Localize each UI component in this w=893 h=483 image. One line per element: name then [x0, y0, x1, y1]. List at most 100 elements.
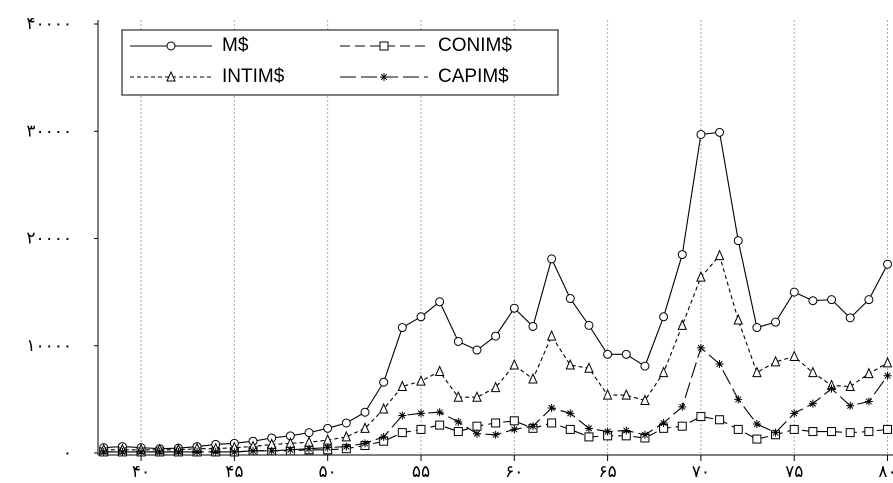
marker [808, 366, 818, 378]
marker [584, 362, 594, 373]
marker [509, 303, 519, 313]
marker [166, 70, 176, 82]
marker [416, 409, 425, 418]
marker [789, 287, 799, 297]
marker [696, 412, 706, 422]
marker [193, 447, 202, 456]
marker [584, 424, 593, 433]
legend-label: INTIM$ [222, 66, 285, 87]
x-tick-label: ۷۰ [692, 462, 710, 482]
marker [397, 380, 408, 392]
marker [621, 349, 631, 359]
marker [864, 295, 874, 305]
marker [827, 295, 837, 305]
marker [341, 418, 351, 428]
x-tick-label: ۶۵ [598, 462, 616, 482]
marker [379, 432, 388, 441]
marker [453, 390, 464, 402]
marker [789, 350, 799, 361]
marker [808, 296, 818, 306]
marker [341, 430, 352, 442]
marker [752, 420, 761, 429]
marker [678, 402, 687, 411]
marker [827, 427, 837, 437]
marker [472, 390, 482, 402]
marker [528, 372, 538, 384]
marker [771, 317, 781, 327]
y-tick-label: ۰ [63, 443, 72, 463]
marker [137, 447, 146, 456]
legend-label: CAPIM$ [438, 66, 509, 87]
marker [603, 427, 612, 436]
marker [155, 447, 164, 456]
marker [715, 127, 725, 137]
legend-box [121, 29, 559, 96]
marker [696, 129, 706, 139]
marker [249, 446, 258, 455]
marker [491, 331, 501, 341]
marker [490, 381, 501, 393]
marker [677, 250, 687, 260]
marker [846, 401, 855, 410]
x-tick-label: ۶۰ [505, 462, 523, 482]
marker [379, 377, 389, 387]
marker [864, 427, 874, 437]
marker [715, 359, 724, 368]
marker [565, 424, 575, 434]
marker [752, 323, 762, 333]
marker [566, 409, 575, 418]
marker [864, 367, 874, 379]
marker [286, 445, 295, 454]
marker [883, 259, 893, 269]
marker [883, 424, 893, 434]
y-tick-label: ۲۰۰۰۰ [26, 229, 72, 249]
marker [118, 447, 127, 456]
marker [472, 345, 482, 355]
y-tick-label: ۱۰۰۰۰ [26, 336, 72, 356]
marker [472, 421, 482, 431]
marker [361, 439, 369, 448]
marker [305, 444, 314, 453]
marker [211, 447, 220, 456]
marker [808, 427, 818, 437]
marker [658, 366, 669, 378]
x-tick-label: ۵۵ [412, 462, 430, 482]
marker [790, 409, 799, 418]
marker [379, 41, 389, 51]
marker [771, 428, 780, 437]
marker [845, 380, 855, 392]
marker [323, 443, 332, 452]
marker [734, 395, 743, 404]
marker [640, 361, 650, 371]
marker [659, 312, 669, 322]
marker [397, 428, 407, 438]
marker [789, 424, 799, 434]
marker [491, 418, 501, 428]
marker [696, 343, 705, 352]
marker [715, 415, 725, 425]
marker [528, 422, 537, 431]
marker [435, 408, 444, 417]
marker [565, 358, 576, 370]
marker [491, 430, 500, 439]
marker [434, 365, 445, 376]
marker [882, 356, 893, 368]
marker [752, 366, 762, 378]
marker [696, 270, 706, 282]
marker [380, 73, 388, 81]
marker [640, 394, 650, 405]
x-tick-label: ۵۰ [319, 462, 337, 482]
marker [416, 374, 426, 386]
marker [99, 447, 108, 456]
marker [752, 434, 762, 444]
marker [323, 423, 333, 433]
marker [360, 422, 370, 433]
x-tick-label: ۴۵ [225, 462, 243, 482]
marker [267, 446, 276, 455]
marker [677, 421, 687, 431]
marker [230, 447, 239, 456]
marker [166, 41, 176, 51]
marker [565, 294, 575, 304]
marker [677, 319, 688, 330]
